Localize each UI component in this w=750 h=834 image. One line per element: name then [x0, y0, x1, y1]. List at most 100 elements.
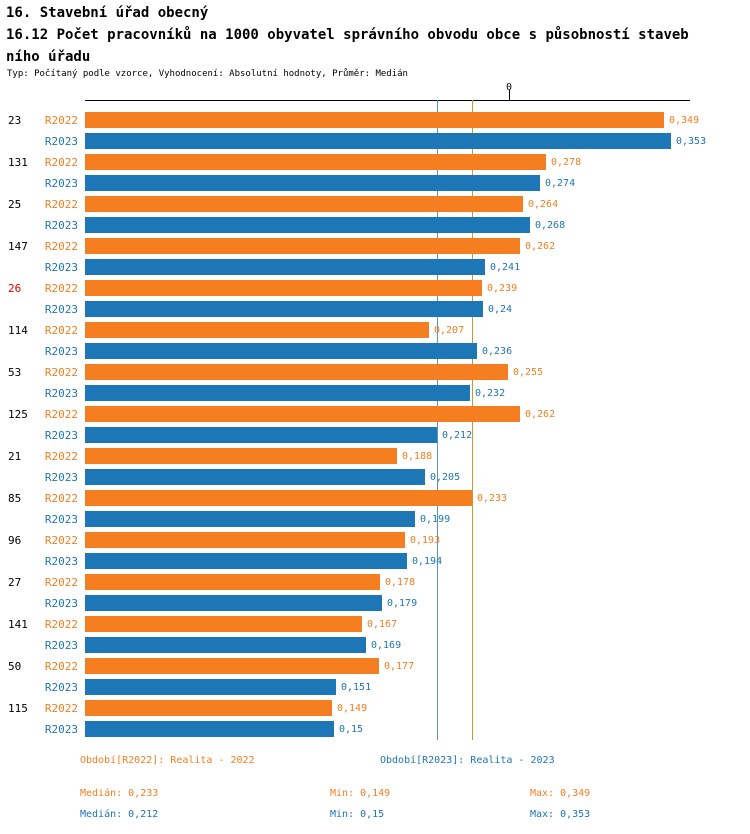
bar-chart: 23 R2022 0,349 R2023 0,353 131 R2022 0,278 R2023… [8, 100, 707, 740]
series-label-r2022: R2022 [44, 408, 78, 421]
bar-value: 0,264 [528, 199, 559, 210]
bar-r2022 [85, 700, 332, 716]
page-title: 16. Stavební úřad obecný [6, 5, 209, 21]
bar-value: 0,239 [487, 283, 518, 294]
bar-r2023 [85, 469, 425, 485]
series-label-r2022: R2022 [44, 198, 78, 211]
bar-value: 0,212 [442, 430, 473, 441]
series-label-r2022: R2022 [44, 618, 78, 631]
bar-value: 0,349 [669, 115, 700, 126]
bar-value: 0,268 [535, 220, 566, 231]
series-label-r2023: R2023 [44, 639, 78, 652]
bar-r2022 [85, 616, 362, 632]
group-label: 131 [8, 156, 28, 169]
bar-r2023 [85, 595, 382, 611]
bar-value: 0,236 [482, 346, 513, 357]
bar-r2022 [85, 196, 523, 212]
group-label: 25 [8, 198, 22, 211]
group-label: 114 [8, 324, 28, 337]
series-label-r2022: R2022 [44, 282, 78, 295]
series-label-r2023: R2023 [44, 303, 78, 316]
group-label: 21 [8, 450, 22, 463]
bar-r2022 [85, 448, 397, 464]
series-label-r2023: R2023 [44, 555, 78, 568]
series-label-r2023: R2023 [44, 723, 78, 736]
series-label-r2023: R2023 [44, 219, 78, 232]
bar-r2022 [85, 490, 472, 506]
group-label: 23 [8, 114, 22, 127]
bar-r2023 [85, 721, 334, 737]
bar-r2022 [85, 322, 429, 338]
bar-value: 0,274 [545, 178, 576, 189]
series-label-r2023: R2023 [44, 471, 78, 484]
group-label: 147 [8, 240, 28, 253]
bar-value: 0,262 [525, 241, 556, 252]
bar-value: 0,199 [420, 514, 451, 525]
axis-line [85, 100, 690, 101]
stat-max-r2023: Max: 0,353 [530, 809, 591, 820]
series-label-r2023: R2023 [44, 597, 78, 610]
bar-value: 0,194 [412, 556, 443, 567]
bar-value: 0,149 [337, 703, 368, 714]
series-label-r2022: R2022 [44, 156, 78, 169]
bar-r2023 [85, 637, 366, 653]
series-label-r2023: R2023 [44, 135, 78, 148]
series-label-r2023: R2023 [44, 345, 78, 358]
bar-value: 0,262 [525, 409, 556, 420]
bar-value: 0,178 [385, 577, 416, 588]
group-label: 85 [8, 492, 22, 505]
bar-r2023 [85, 385, 470, 401]
series-label-r2022: R2022 [44, 114, 78, 127]
bar-value: 0,169 [371, 640, 402, 651]
series-label-r2022: R2022 [44, 324, 78, 337]
chart-title-line1: 16.12 Počet pracovníků na 1000 obyvatel … [6, 27, 689, 43]
bar-r2022 [85, 532, 405, 548]
series-label-r2022: R2022 [44, 492, 78, 505]
series-label-r2022: R2022 [44, 702, 78, 715]
bar-r2022 [85, 658, 379, 674]
bar-r2022 [85, 112, 664, 128]
series-label-r2023: R2023 [44, 513, 78, 526]
bar-value: 0,193 [410, 535, 441, 546]
series-label-r2022: R2022 [44, 534, 78, 547]
bar-r2023 [85, 175, 540, 191]
series-label-r2023: R2023 [44, 681, 78, 694]
series-label-r2022: R2022 [44, 660, 78, 673]
group-label: 26 [8, 282, 22, 295]
series-label-r2022: R2022 [44, 240, 78, 253]
bar-value: 0,353 [676, 136, 707, 147]
bar-r2023 [85, 679, 336, 695]
series-label-r2022: R2022 [44, 450, 78, 463]
group-label: 53 [8, 366, 22, 379]
series-label-r2022: R2022 [44, 366, 78, 379]
stat-min-r2022: Min: 0,149 [330, 788, 391, 799]
bar-r2023 [85, 301, 483, 317]
chart-subtitle: Typ: Počítaný podle vzorce, Vyhodnocení:… [7, 69, 408, 79]
stat-max-r2022: Max: 0,349 [530, 788, 591, 799]
bar-value: 0,207 [434, 325, 465, 336]
bar-r2023 [85, 133, 671, 149]
stat-median-r2022: Medián: 0,233 [80, 788, 159, 799]
bar-value: 0,232 [475, 388, 506, 399]
bar-value: 0,179 [387, 598, 418, 609]
bar-r2023 [85, 511, 415, 527]
bar-r2022 [85, 364, 508, 380]
bar-value: 0,151 [341, 682, 372, 693]
bar-value: 0,233 [477, 493, 508, 504]
group-label: 125 [8, 408, 28, 421]
series-label-r2023: R2023 [44, 177, 78, 190]
series-label-r2022: R2022 [44, 576, 78, 589]
bar-value: 0,167 [367, 619, 398, 630]
bar-value: 0,15 [339, 724, 364, 735]
bar-value: 0,24 [488, 304, 513, 315]
bar-r2022 [85, 406, 520, 422]
bar-r2023 [85, 259, 485, 275]
bar-r2023 [85, 217, 530, 233]
stat-median-r2023: Medián: 0,212 [80, 809, 159, 820]
bar-value: 0,188 [402, 451, 433, 462]
group-label: 96 [8, 534, 22, 547]
bar-r2023 [85, 553, 407, 569]
bar-r2022 [85, 574, 380, 590]
series-label-r2023: R2023 [44, 261, 78, 274]
legend-r2023: Období[R2023]: Realita - 2023 [380, 755, 555, 766]
